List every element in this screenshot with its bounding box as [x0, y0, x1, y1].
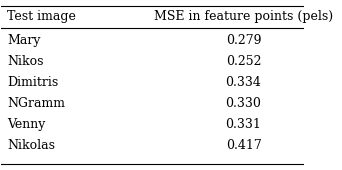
Text: MSE in feature points (pels): MSE in feature points (pels)	[154, 10, 333, 23]
Text: 0.417: 0.417	[226, 139, 261, 152]
Text: 0.330: 0.330	[226, 97, 262, 110]
Text: Nikos: Nikos	[8, 55, 44, 69]
Text: Mary: Mary	[8, 35, 41, 47]
Text: Venny: Venny	[8, 118, 46, 131]
Text: 0.331: 0.331	[226, 118, 262, 131]
Text: NGramm: NGramm	[8, 97, 65, 110]
Text: 0.279: 0.279	[226, 35, 261, 47]
Text: Test image: Test image	[8, 10, 76, 23]
Text: 0.252: 0.252	[226, 55, 261, 69]
Text: Dimitris: Dimitris	[8, 76, 59, 89]
Text: 0.334: 0.334	[226, 76, 262, 89]
Text: Nikolas: Nikolas	[8, 139, 55, 152]
